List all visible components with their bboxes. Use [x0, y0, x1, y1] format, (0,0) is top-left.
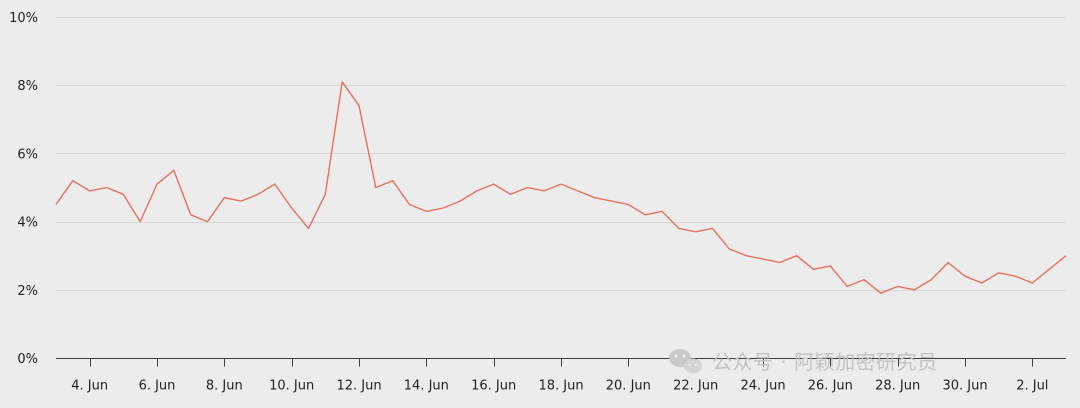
y-tick-label: 2%	[17, 284, 38, 299]
series-line	[55, 81, 1067, 294]
x-tick-label: 4. Jun	[71, 379, 108, 394]
y-tick-label: 10%	[9, 11, 38, 26]
x-tick-label: 10. Jun	[269, 379, 314, 394]
x-tick-label: 6. Jun	[139, 379, 176, 394]
watermark: 公众号 · 阿颖加密研究员	[669, 349, 938, 374]
y-tick-label: 6%	[17, 147, 38, 162]
x-tick-label: 22. Jun	[673, 379, 718, 394]
wechat-icon	[669, 349, 702, 374]
x-tick-label: 18. Jun	[538, 379, 583, 394]
y-axis-labels: 0% 2% 4% 6% 8% 10%	[9, 11, 38, 367]
x-tick-label: 2. Jul	[1016, 379, 1048, 394]
x-tick-label: 14. Jun	[404, 379, 449, 394]
y-tick-label: 0%	[17, 352, 38, 367]
x-tick-label: 12. Jun	[336, 379, 381, 394]
y-tick-label: 4%	[17, 216, 38, 231]
x-tick-label: 30. Jun	[942, 379, 987, 394]
x-tick-label: 24. Jun	[740, 379, 785, 394]
x-tick-label: 26. Jun	[808, 379, 853, 394]
x-tick-label: 28. Jun	[875, 379, 920, 394]
watermark-text: 公众号 · 阿颖加密研究员	[712, 350, 938, 374]
x-tick-label: 8. Jun	[206, 379, 243, 394]
series-group	[55, 81, 1067, 294]
gridlines	[56, 17, 1066, 291]
x-tick-label: 16. Jun	[471, 379, 516, 394]
x-tick-label: 20. Jun	[606, 379, 651, 394]
y-tick-label: 8%	[17, 79, 38, 94]
x-axis: 4. Jun 6. Jun 8. Jun 10. Jun 12. Jun 14. Jun 1…	[56, 357, 1066, 394]
